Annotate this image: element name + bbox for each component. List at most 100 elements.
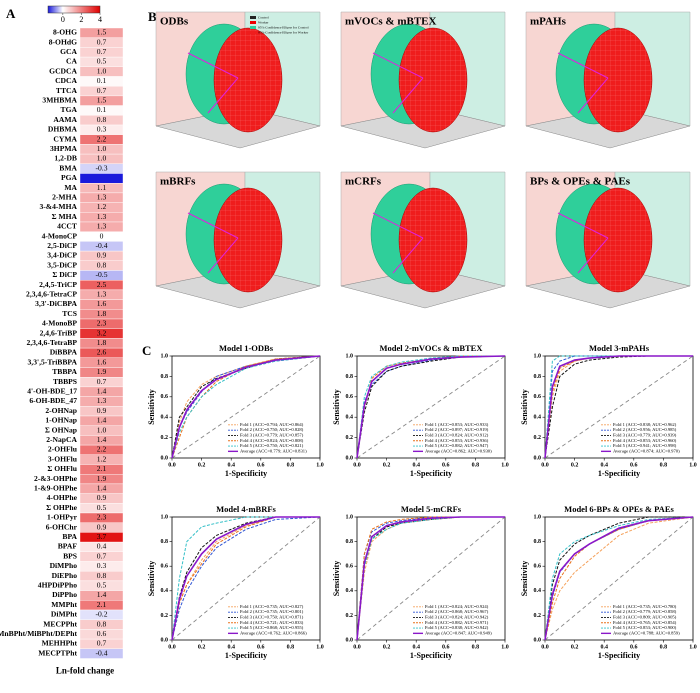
pca-title: mCRFs: [345, 176, 382, 188]
colorbar-tick-label: 2: [79, 15, 83, 24]
loading-arrow: [392, 77, 424, 114]
row-label: MnBPht/MiBPht/DEPht: [0, 629, 77, 638]
cell-label: 2.1: [97, 600, 107, 609]
cell-label: 0.4: [97, 542, 107, 551]
y-tick-label: 1.0: [534, 353, 542, 359]
cell-label: -0.4: [95, 241, 107, 250]
colorbar-tick-label: 0: [61, 15, 65, 24]
row-label: 4-MonoCP: [42, 231, 78, 240]
cell-label: 1.4: [97, 416, 107, 425]
legend-label: Fold 4 (ACC=0.824; AUC=0.808): [240, 438, 304, 443]
cell-label: 0.7: [97, 639, 107, 648]
x-tick-label: 0.4: [227, 644, 235, 650]
cell-label: 1.3: [97, 212, 107, 221]
cell-label: 2.5: [97, 280, 107, 289]
row-label: TGA: [61, 105, 78, 114]
row-label: CDCA: [55, 76, 77, 85]
row-label: BPAF: [58, 542, 78, 551]
y-tick-label: 0.6: [346, 564, 354, 570]
legend-label: Fold 2 (ACC=0.735; AUC=0.801): [240, 609, 304, 614]
legend-swatch: [250, 21, 256, 24]
legend-label: Fold 5 (ACC=0.750; AUC=0.821): [240, 443, 304, 448]
x-tick-label: 0.0: [541, 644, 549, 650]
row-label: Σ OHFlu: [47, 464, 77, 473]
roc-curve: [171, 516, 320, 641]
cell-label: 0.6: [97, 629, 107, 638]
x-axis-label: 1-Specificity: [225, 651, 267, 660]
y-tick-label: 0.2: [534, 435, 542, 441]
legend-label: Average (ACC=0.762; AUC=0.866): [240, 630, 307, 635]
worker-mesh: [584, 188, 652, 292]
roc-curve: [171, 355, 321, 459]
x-tick-label: 0.4: [600, 462, 608, 468]
legend-label: Fold 2 (ACC=0.956; AUC=0.985): [613, 427, 677, 432]
x-tick-label: 0.0: [541, 462, 549, 468]
row-label: 3,3'-DiCBPA: [35, 299, 77, 308]
chart-title: Model 1-ODBs: [219, 343, 274, 353]
legend-swatch: [250, 26, 256, 29]
cell-label: 1.2: [97, 454, 107, 463]
loading-arrow: [372, 52, 424, 79]
heat-cell: [79, 173, 124, 184]
loading-arrow: [207, 77, 239, 114]
cell-label: -0.2: [95, 610, 107, 619]
row-label: 1-OHPyr: [47, 513, 78, 522]
chart-title: Model 5-mCRFs: [401, 504, 462, 514]
roc-curve: [171, 516, 320, 641]
legend-label: Fold 5 (ACC=0.853; AUC=0.900): [613, 625, 677, 630]
y-tick-label: 0.8: [534, 374, 542, 380]
x-axis-label: 1-Specificity: [598, 651, 640, 660]
roc-curve: [171, 516, 320, 641]
y-tick-label: 0.0: [346, 455, 354, 461]
row-label: TTCA: [56, 86, 78, 95]
chart-title: Model 2-mVOCs & mBTEX: [379, 343, 483, 353]
cell-label: 1.5: [97, 28, 107, 37]
row-label: DiEPho: [52, 571, 78, 580]
colorbar-tick-label: 4: [98, 15, 102, 24]
cell-label: 0.5: [97, 581, 107, 590]
x-axis-label: Ln-fold change: [56, 666, 114, 676]
row-label: 3,5-DiCP: [47, 260, 77, 269]
x-tick-label: 0.4: [227, 462, 235, 468]
cell-label: 0.1: [97, 76, 107, 85]
row-label: 3,4-DiCP: [47, 251, 77, 260]
x-tick-label: 0.8: [287, 462, 295, 468]
x-tick-label: 0.2: [571, 644, 579, 650]
x-tick-label: 0.4: [412, 644, 420, 650]
row-label: 2-NapCA: [46, 435, 77, 444]
row-label: 3MHBMA: [42, 96, 77, 105]
x-tick-label: 0.8: [287, 644, 295, 650]
y-tick-label: 0.4: [161, 588, 169, 594]
y-tick-label: 0.0: [161, 455, 169, 461]
pca-plot: mCRFs: [340, 171, 506, 309]
x-tick-label: 0.8: [472, 644, 480, 650]
cell-label: 0.3: [97, 561, 107, 570]
row-label: Σ OHNap: [45, 425, 77, 434]
legend-label: Fold 1 (ACC=0.824; AUC=0.924): [425, 604, 489, 609]
plot-area: [171, 516, 321, 641]
legend-label: Fold 1 (ACC=0.838; AUC=0.962): [613, 422, 677, 427]
cell-label: 2.2: [97, 134, 107, 143]
x-tick-label: 0.4: [600, 644, 608, 650]
legend-label: Fold 4 (ACC=0.721; AUC=0.833): [240, 620, 304, 625]
x-tick-label: 0.0: [168, 644, 176, 650]
legend-label: Average (ACC=0.847; AUC=0.949): [425, 630, 492, 635]
row-label: 1-&9-OHPhe: [34, 484, 78, 493]
row-label: 2,3,4,6-TetraBP: [26, 338, 77, 347]
row-label: 2,5-DiCP: [47, 241, 77, 250]
pca-title: mBRFs: [160, 176, 196, 188]
pca-plot: mBRFs: [155, 171, 321, 309]
x-tick-label: 0.0: [353, 462, 361, 468]
pca-title: BPs & OPEs & PAEs: [530, 176, 631, 188]
panel-label: A: [6, 6, 16, 21]
y-tick-label: 1.0: [161, 353, 169, 359]
cell-label: -0.5: [95, 270, 107, 279]
row-label: 4-MonoBP: [42, 319, 77, 328]
legend-label: Fold 5 (ACC=0.838; AUC=0.942): [425, 625, 489, 630]
roc-curve: [356, 516, 505, 641]
row-label: MA: [64, 183, 77, 192]
legend-label: Fold 4 (ACC=0.853; AUC=0.960): [613, 438, 677, 443]
cell-label: 1.3: [97, 193, 107, 202]
cell-label: 0.7: [97, 551, 107, 560]
y-tick-label: 0.4: [534, 415, 542, 421]
